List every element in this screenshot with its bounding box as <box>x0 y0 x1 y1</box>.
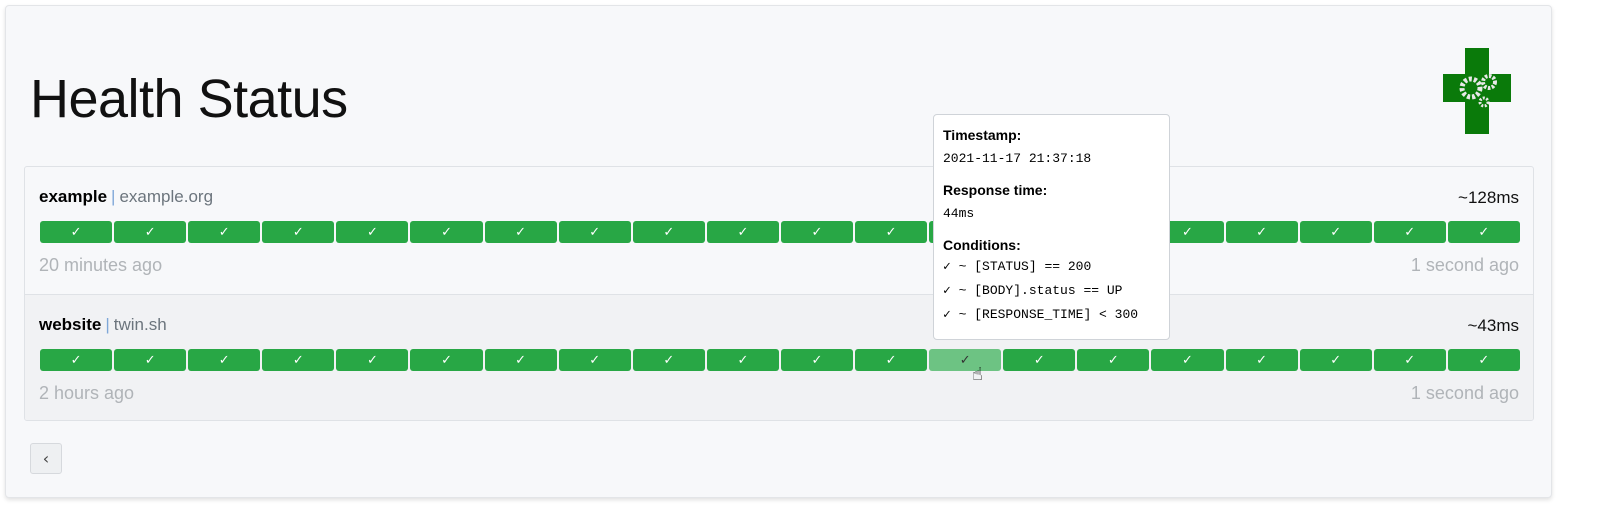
condition-item: ✓ ~ [BODY].status == UP <box>943 283 1123 298</box>
page-title: Health Status <box>30 69 348 129</box>
result-bar[interactable]: ✓ <box>410 349 483 371</box>
result-bar[interactable]: ✓ <box>780 349 854 371</box>
result-tooltip: Timestamp: 2021-11-17 21:37:18 Response … <box>933 114 1170 340</box>
result-bar[interactable]: ✓ <box>40 221 113 243</box>
service-row-example: example | example.org ~128ms ✓ ✓ ✓ ✓ ✓ ✓ ✓ ✓ ✓ ✓ ✓ ✓ ✓… <box>25 167 1533 294</box>
result-bar[interactable]: ✓ <box>780 221 854 243</box>
avg-response-time: ~43ms <box>1467 316 1520 335</box>
result-bar[interactable]: ✓ <box>1225 349 1298 371</box>
result-bar[interactable]: ✓ <box>188 349 261 371</box>
result-bar[interactable]: ✓ <box>632 221 705 243</box>
previous-page-button[interactable]: ‹ <box>30 443 62 474</box>
services-list: example | example.org ~128ms ✓ ✓ ✓ ✓ ✓ ✓ ✓ ✓ ✓ ✓ ✓ ✓ ✓… <box>24 166 1534 421</box>
result-bar[interactable]: ✓ <box>336 349 409 371</box>
service-host: twin.sh <box>113 315 167 334</box>
result-bar[interactable]: ✓ <box>632 349 705 371</box>
oldest-result-time: 2 hours ago <box>39 383 135 403</box>
result-bar[interactable]: ✓ <box>1077 349 1150 371</box>
result-bar[interactable]: ✓ <box>1373 349 1446 371</box>
result-bar[interactable]: ✓ <box>706 221 779 243</box>
result-bar[interactable]: ✓ <box>40 349 113 371</box>
condition-item: ✓ ~ [STATUS] == 200 <box>943 259 1092 274</box>
result-bar[interactable]: ✓ <box>1447 221 1520 243</box>
conditions-label: Conditions: <box>943 237 1021 253</box>
result-bar[interactable]: ✓ <box>484 221 557 243</box>
timestamp-value: 2021-11-17 21:37:18 <box>943 151 1092 166</box>
result-bar[interactable]: ✓ <box>1003 349 1076 371</box>
response-time-label: Response time: <box>943 182 1048 198</box>
result-bar[interactable]: ✓ <box>1151 349 1224 371</box>
health-logo <box>1443 48 1511 134</box>
service-host: example.org <box>119 187 214 206</box>
result-bar[interactable]: ✓ <box>855 221 928 243</box>
service-name: example | example.org <box>39 187 213 207</box>
result-bars: ✓✓✓✓✓✓✓✓✓✓✓✓✓✓✓✓✓✓✓✓ <box>40 221 1520 243</box>
result-bar[interactable]: ✓ <box>855 349 928 371</box>
response-time-value: 44ms <box>943 206 975 221</box>
result-bar[interactable]: ✓ <box>114 349 187 371</box>
service-name: website | twin.sh <box>39 315 167 335</box>
result-bar[interactable]: ✓ <box>706 349 779 371</box>
hand-cursor-icon: ☝ <box>972 364 983 385</box>
condition-item: ✓ ~ [RESPONSE_TIME] < 300 <box>943 307 1139 322</box>
result-bar[interactable]: ✓ <box>1299 349 1372 371</box>
result-bar[interactable]: ✓ <box>1299 221 1372 243</box>
result-bars: ✓✓✓✓✓✓✓✓✓✓✓✓✓✓✓✓✓✓✓✓ <box>40 349 1520 371</box>
result-bar[interactable]: ✓ <box>262 349 335 371</box>
service-row-website: website | twin.sh ~43ms ✓ ✓ ✓ ✓ ✓ ✓ ✓ ✓ ✓ ✓ ✓ ✓ ✓ ✓ ✓ ✓ ✓ ✓… <box>25 294 1533 420</box>
result-bar[interactable]: ✓ <box>114 221 187 243</box>
avg-response-time: ~128ms <box>1458 188 1519 207</box>
newest-result-time: 1 second ago <box>1410 255 1519 275</box>
result-bar[interactable]: ✓ <box>262 221 335 243</box>
service-title: website <box>39 315 102 334</box>
service-title: example <box>39 187 108 206</box>
result-bar[interactable]: ✓ <box>558 349 631 371</box>
result-bar[interactable]: ✓ <box>929 349 1002 371</box>
result-bar[interactable]: ✓ <box>188 221 261 243</box>
result-bar[interactable]: ✓ <box>558 221 631 243</box>
result-bar[interactable]: ✓ <box>1225 221 1298 243</box>
separator: | <box>105 315 110 334</box>
result-bar[interactable]: ✓ <box>1373 221 1446 243</box>
result-bar[interactable]: ✓ <box>410 221 483 243</box>
result-bar[interactable]: ✓ <box>336 221 409 243</box>
newest-result-time: 1 second ago <box>1410 383 1519 403</box>
timestamp-label: Timestamp: <box>943 127 1022 143</box>
result-bar[interactable]: ✓ <box>1447 349 1520 371</box>
separator: | <box>111 187 116 206</box>
oldest-result-time: 20 minutes ago <box>39 255 163 275</box>
result-bar[interactable]: ✓ <box>484 349 557 371</box>
